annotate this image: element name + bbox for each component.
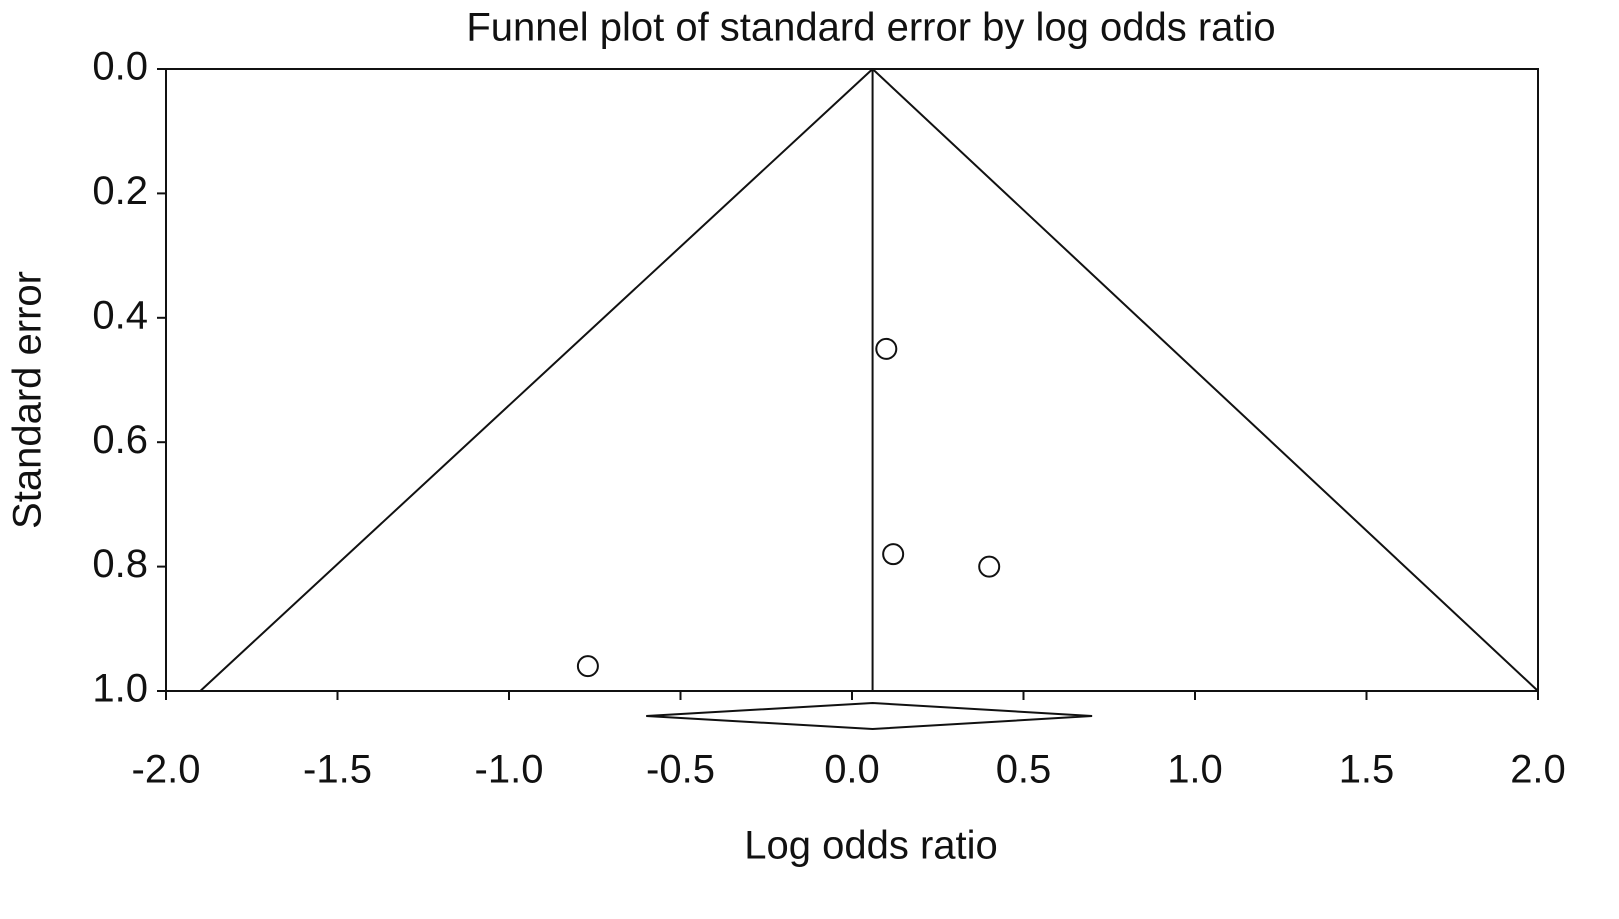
study-point: [978, 555, 1001, 578]
study-point: [576, 655, 599, 678]
x-tick-label: 1.0: [1167, 748, 1223, 792]
funnel-line: [871, 68, 1539, 692]
plot-frame: [165, 68, 1539, 692]
y-tick-label: 0.8: [92, 542, 148, 586]
chart-title: Funnel plot of standard error by log odd…: [466, 6, 1275, 50]
x-tick-label: -2.0: [132, 748, 201, 792]
x-tick-label: 2.0: [1510, 748, 1566, 792]
y-tick-label: 0.2: [92, 169, 148, 213]
x-tick-label: -0.5: [646, 748, 715, 792]
y-axis-label: Standard error: [6, 271, 50, 529]
y-tick-label: 0.0: [92, 45, 148, 89]
funnel-line: [199, 68, 874, 692]
study-point: [875, 337, 898, 360]
x-tick-label: 0.5: [996, 748, 1052, 792]
x-tick-label: 1.5: [1339, 748, 1395, 792]
y-tick-label: 0.4: [92, 293, 148, 337]
y-tick-label: 1.0: [92, 667, 148, 711]
x-tick-label: -1.5: [303, 748, 372, 792]
y-tick-label: 0.6: [92, 418, 148, 462]
study-point: [882, 543, 905, 566]
x-axis-label: Log odds ratio: [744, 824, 998, 868]
x-tick-label: 0.0: [824, 748, 880, 792]
x-tick-label: -1.0: [475, 748, 544, 792]
summary-diamond: [646, 701, 1093, 731]
